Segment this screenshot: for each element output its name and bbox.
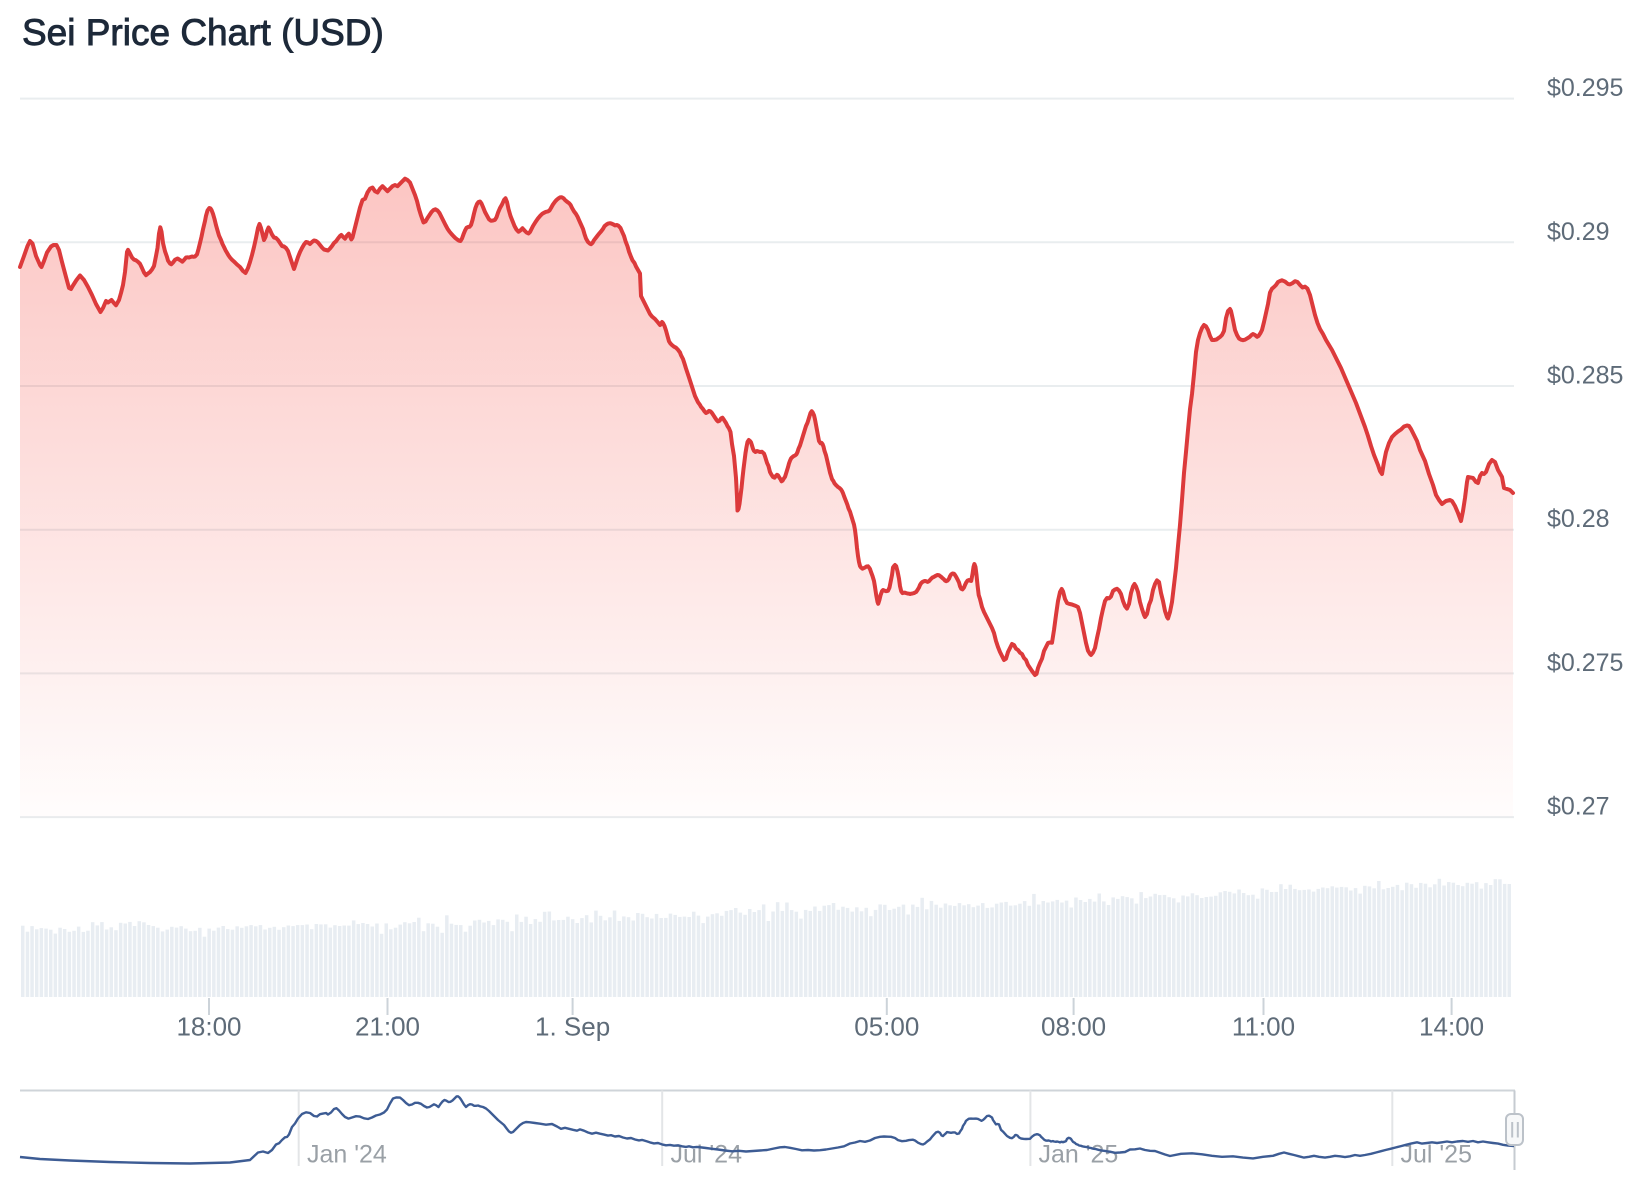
svg-text:$0.295: $0.295	[1547, 74, 1623, 102]
svg-text:$0.27: $0.27	[1547, 793, 1610, 821]
svg-text:$0.285: $0.285	[1547, 362, 1623, 390]
svg-text:05:00: 05:00	[854, 1012, 919, 1042]
svg-text:Jan '24: Jan '24	[307, 1141, 387, 1169]
svg-text:$0.29: $0.29	[1547, 218, 1610, 246]
svg-text:$0.28: $0.28	[1547, 505, 1610, 533]
svg-text:1. Sep: 1. Sep	[535, 1012, 610, 1042]
svg-text:Jul '24: Jul '24	[671, 1141, 743, 1169]
svg-text:14:00: 14:00	[1419, 1012, 1484, 1042]
svg-text:18:00: 18:00	[176, 1012, 241, 1042]
svg-text:21:00: 21:00	[355, 1012, 420, 1042]
svg-text:$0.275: $0.275	[1547, 649, 1623, 677]
svg-text:08:00: 08:00	[1041, 1012, 1106, 1042]
svg-text:Sei Price Chart (USD): Sei Price Chart (USD)	[22, 12, 384, 53]
svg-text:11:00: 11:00	[1232, 1012, 1295, 1042]
svg-text:Jul '25: Jul '25	[1401, 1141, 1472, 1169]
